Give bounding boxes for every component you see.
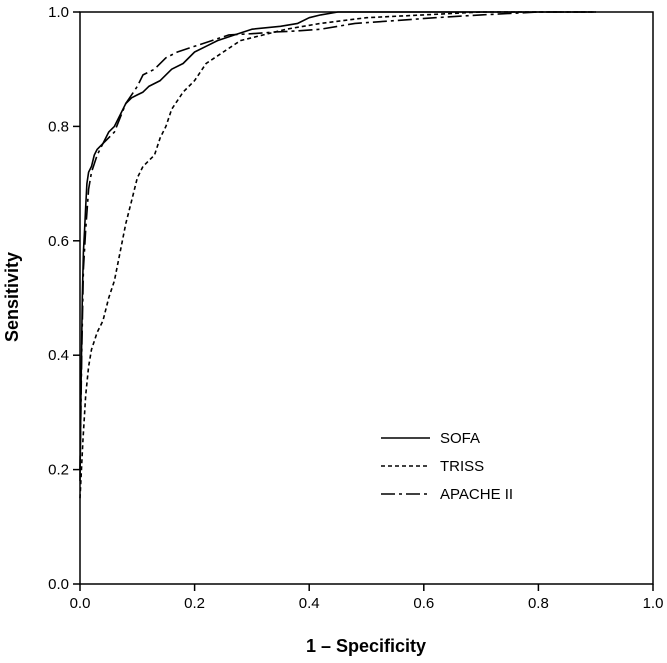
series-line-apache-ii xyxy=(79,11,596,470)
roc-curves xyxy=(79,11,596,499)
y-axis: 0.0 0.2 0.4 0.6 0.8 1.0 xyxy=(48,4,80,593)
legend: SOFA TRISS APACHE II xyxy=(381,430,513,503)
legend-label: APACHE II xyxy=(440,486,513,503)
x-axis: 0.0 0.2 0.4 0.6 0.8 1.0 xyxy=(70,584,664,612)
x-tick-label: 0.2 xyxy=(184,595,205,612)
y-tick-label: 0.6 xyxy=(48,233,69,250)
legend-label: SOFA xyxy=(440,430,480,447)
x-tick-label: 0.4 xyxy=(299,595,320,612)
series-line-triss xyxy=(79,11,596,499)
x-tick-label: 0.8 xyxy=(528,595,549,612)
x-tick-label: 0.0 xyxy=(70,595,91,612)
y-tick-label: 0.2 xyxy=(48,462,69,479)
plot-border xyxy=(79,11,654,585)
x-axis-title: 1 – Specificity xyxy=(306,636,426,656)
y-axis-title: Sensitivity xyxy=(2,252,22,342)
series-line-sofa xyxy=(79,11,596,482)
y-tick-label: 0.8 xyxy=(48,118,69,135)
y-tick-label: 0.0 xyxy=(48,576,69,593)
y-tick-label: 1.0 xyxy=(48,4,69,21)
legend-label: TRISS xyxy=(440,458,484,475)
x-tick-label: 1.0 xyxy=(643,595,664,612)
y-tick-label: 0.4 xyxy=(48,347,69,364)
x-tick-label: 0.6 xyxy=(413,595,434,612)
plot-frame xyxy=(79,11,654,585)
